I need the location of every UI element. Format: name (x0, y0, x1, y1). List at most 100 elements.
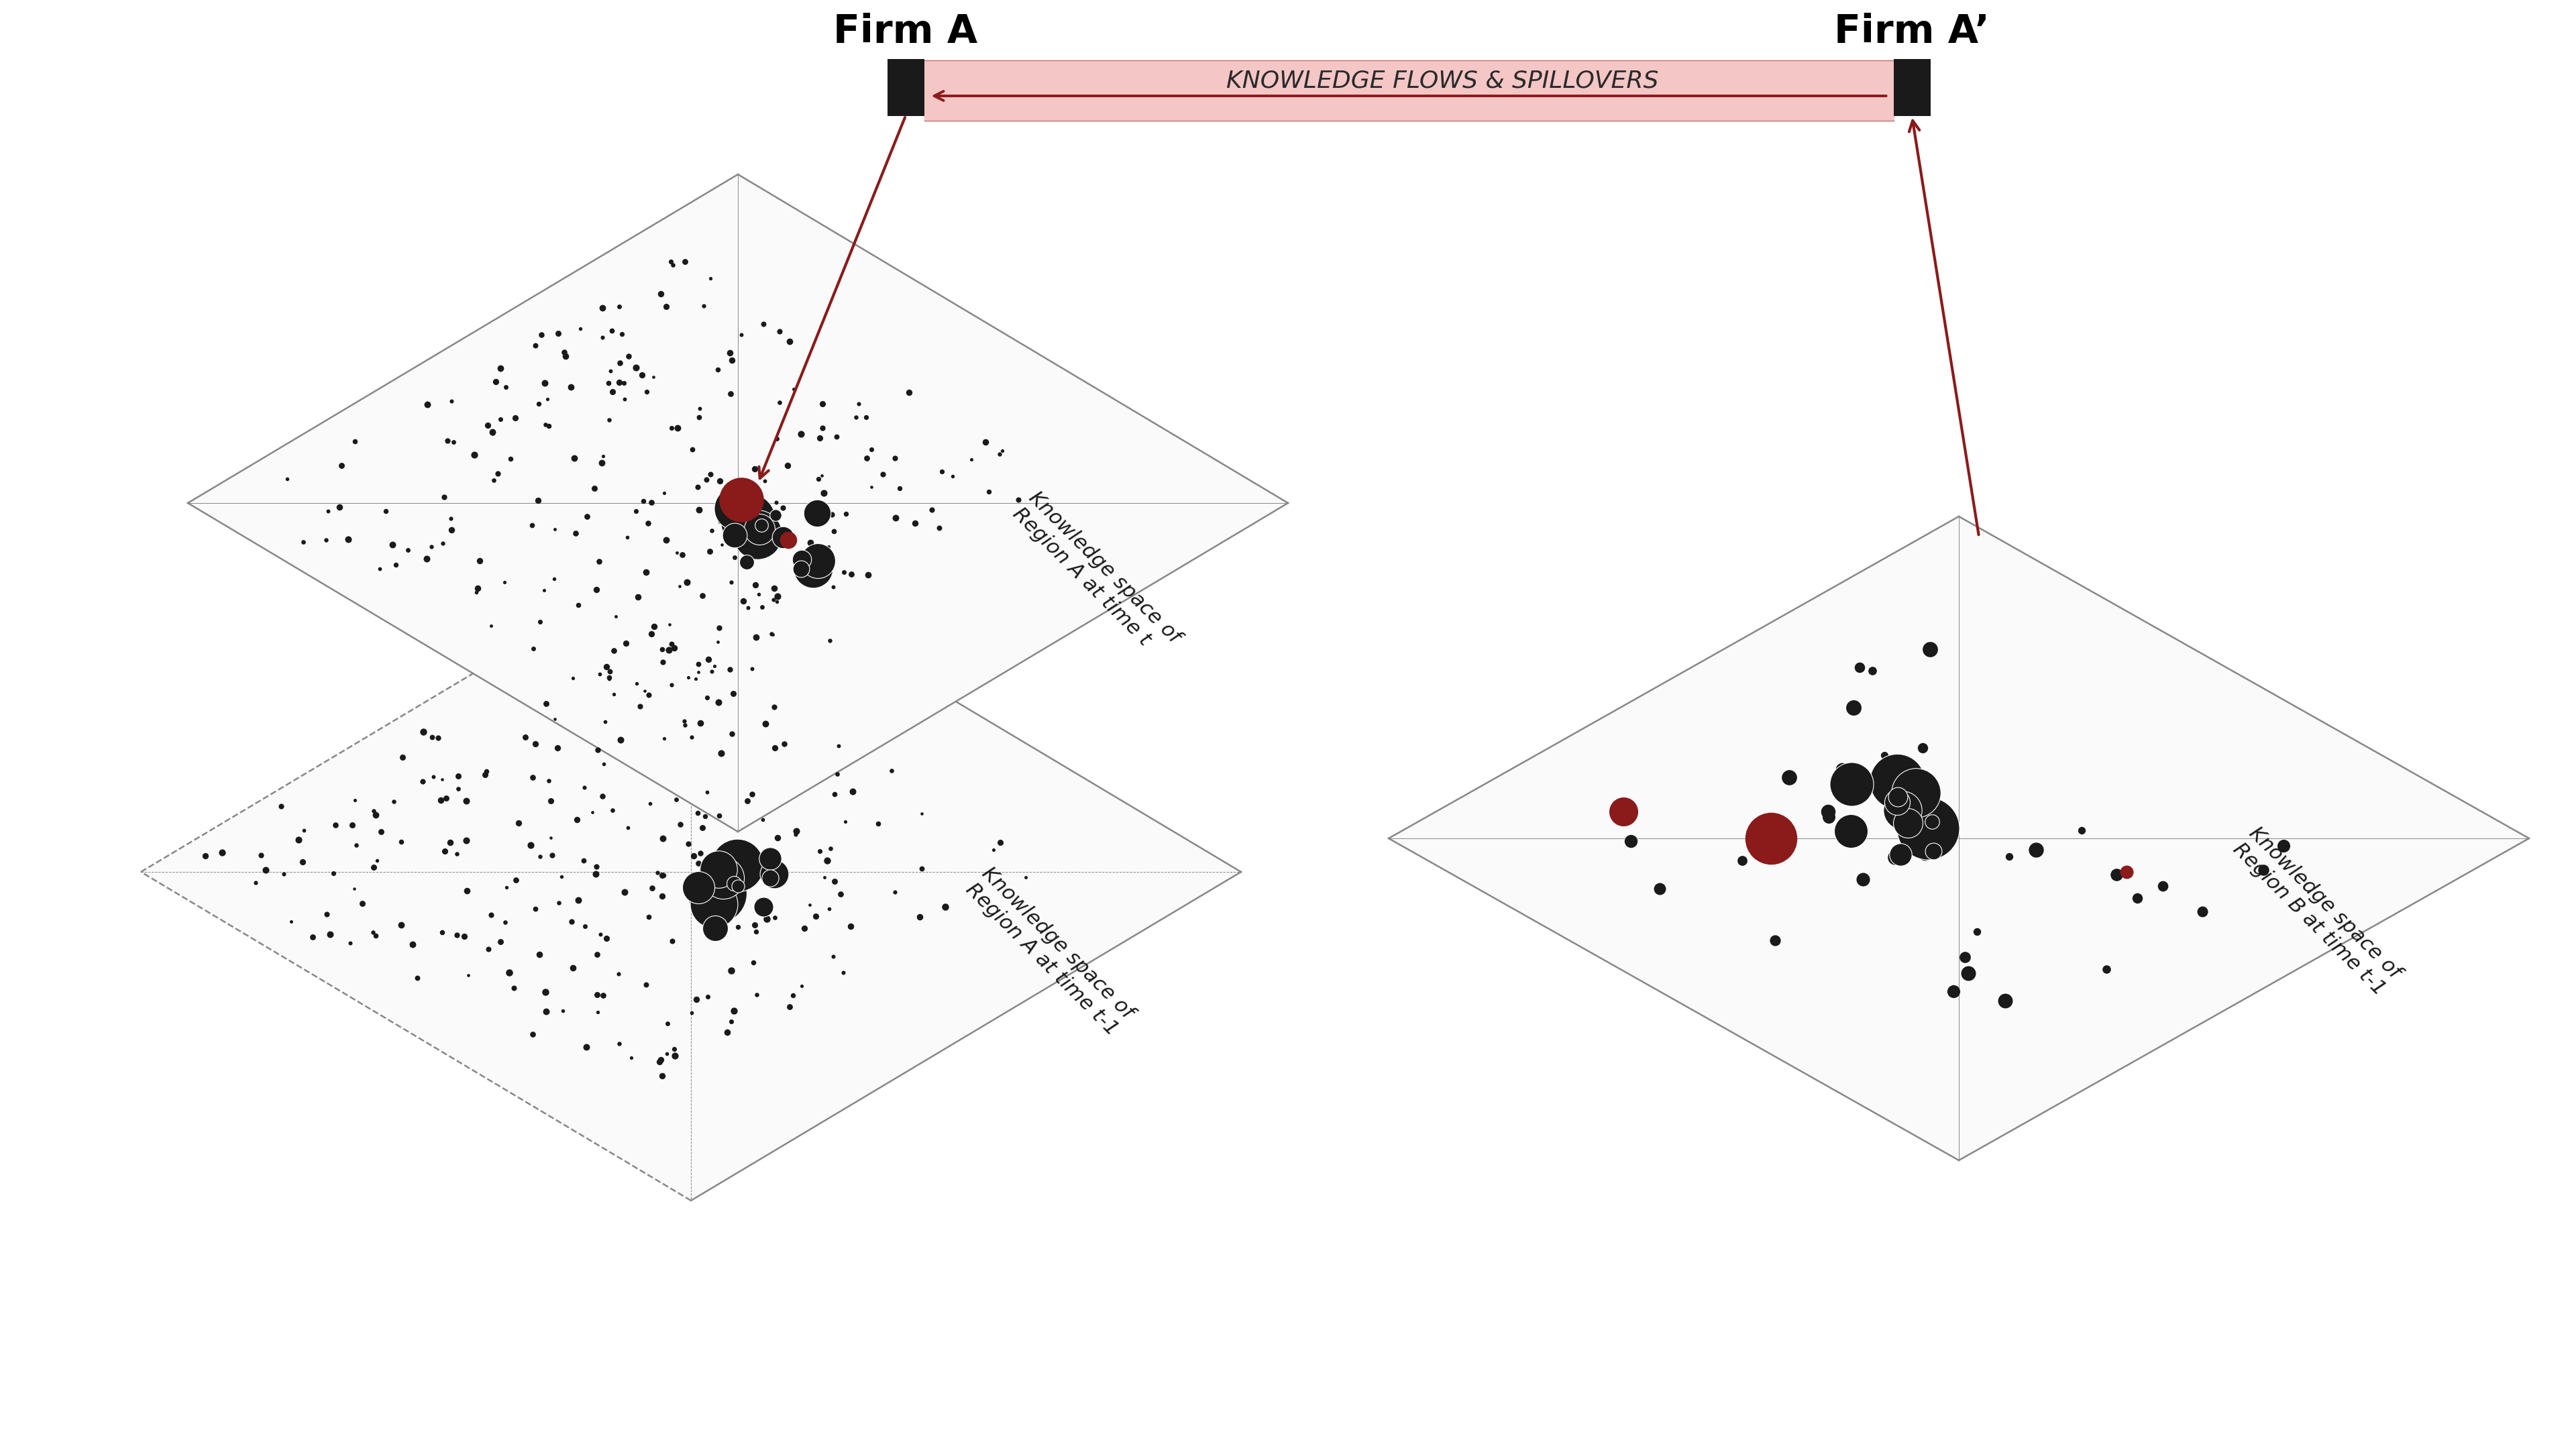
Point (631, 623, 672, 646)
Point (1852, 659, 1893, 682)
Point (631, 490, 672, 513)
Point (755, 577, 796, 600)
Point (577, 578, 618, 601)
Point (889, 381, 930, 404)
Point (520, 610, 562, 633)
Point (580, 923, 621, 946)
Point (412, 725, 453, 748)
Point (806, 849, 848, 872)
Point (574, 855, 616, 878)
Point (2097, 864, 2138, 887)
Point (629, 684, 670, 707)
Point (523, 578, 564, 601)
Point (742, 895, 783, 919)
Point (683, 584, 724, 607)
Point (768, 528, 809, 551)
Point (726, 596, 768, 619)
Point (407, 548, 448, 571)
Point (536, 737, 577, 760)
Text: Knowledge space of
Region B at time t-1: Knowledge space of Region B at time t-1 (2228, 823, 2406, 999)
Point (541, 865, 582, 888)
Point (804, 865, 845, 888)
Point (422, 769, 464, 792)
Text: KNOWLEDGE FLOWS & SPILLOVERS: KNOWLEDGE FLOWS & SPILLOVERS (1226, 69, 1659, 92)
Point (420, 920, 461, 943)
Point (1736, 826, 1777, 849)
Point (721, 323, 762, 346)
Point (747, 870, 788, 893)
Point (757, 590, 799, 613)
Point (811, 575, 853, 598)
Point (471, 903, 513, 926)
Point (1883, 799, 1924, 822)
Point (577, 983, 618, 1007)
Point (873, 447, 914, 470)
Point (757, 585, 799, 609)
Point (1878, 770, 1919, 793)
Point (737, 920, 778, 943)
Point (822, 960, 863, 983)
Point (240, 844, 281, 867)
Point (603, 881, 644, 904)
Point (410, 535, 451, 558)
Point (652, 930, 693, 953)
Point (652, 254, 693, 277)
Point (734, 482, 775, 505)
Point (706, 1021, 747, 1044)
Point (270, 910, 312, 933)
Point (598, 296, 639, 319)
Point (1839, 786, 1880, 809)
Point (574, 862, 616, 885)
Point (327, 528, 368, 551)
Point (526, 372, 567, 395)
Point (912, 499, 953, 522)
Point (775, 819, 817, 842)
Point (471, 421, 513, 444)
Point (677, 476, 719, 499)
Point (701, 741, 742, 764)
Point (1839, 656, 1880, 679)
Point (714, 547, 755, 570)
Point (1832, 696, 1873, 720)
Point (979, 443, 1020, 466)
Point (824, 810, 866, 833)
Point (1770, 766, 1811, 789)
Point (278, 828, 319, 851)
Point (1932, 979, 1973, 1002)
Point (752, 588, 793, 611)
Point (422, 486, 464, 509)
Point (997, 487, 1038, 510)
Point (755, 503, 796, 526)
Point (690, 267, 732, 290)
Point (466, 760, 507, 783)
Point (353, 799, 394, 822)
Point (1947, 962, 1989, 985)
Point (1888, 812, 1929, 835)
Point (1924, 802, 1965, 825)
Point (1610, 829, 1651, 852)
Point (474, 469, 515, 492)
Point (933, 464, 974, 487)
Point (402, 721, 443, 744)
Point (902, 857, 943, 880)
Point (685, 898, 726, 921)
Point (466, 414, 507, 437)
Point (386, 538, 428, 561)
Point (1754, 929, 1795, 952)
Point (422, 532, 464, 555)
Point (585, 753, 626, 776)
Point (817, 425, 858, 448)
Point (809, 629, 850, 652)
Point (518, 392, 559, 415)
Point (515, 897, 556, 920)
Point (600, 323, 641, 346)
Point (742, 313, 783, 336)
Point (2143, 875, 2184, 898)
Point (752, 623, 793, 646)
Point (845, 447, 886, 470)
Point (559, 888, 600, 911)
Point (618, 585, 659, 609)
Point (1808, 800, 1850, 823)
Point (899, 906, 940, 929)
Point (742, 596, 783, 619)
